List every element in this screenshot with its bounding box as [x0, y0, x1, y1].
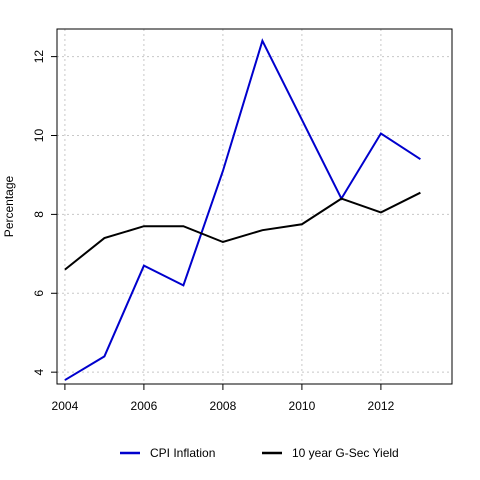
x-tick-label: 2010: [289, 399, 316, 413]
y-tick-label: 6: [32, 290, 46, 297]
legend-item: 10 year G-Sec Yield: [262, 446, 399, 460]
legend-label: 10 year G-Sec Yield: [292, 446, 399, 460]
y-tick-label: 4: [32, 369, 46, 376]
series-line-gsec-yield: [64, 191, 421, 271]
legend-label: CPI Inflation: [150, 446, 215, 460]
x-tick-label: 2012: [368, 399, 395, 413]
x-tick-label: 2008: [210, 399, 237, 413]
legend-item: CPI Inflation: [120, 446, 215, 460]
x-axis: 2004 2006 2008 2010 2012: [52, 384, 395, 413]
legend: CPI Inflation 10 year G-Sec Yield: [120, 446, 399, 460]
y-axis: 4 6 8 10 12: [32, 50, 57, 376]
x-tick-label: 2004: [52, 399, 79, 413]
grid-lines: [57, 29, 452, 384]
plot-frame: [56, 28, 453, 385]
x-tick-label: 2006: [131, 399, 158, 413]
series-lines: [64, 38, 421, 381]
y-tick-label: 8: [32, 211, 46, 218]
y-tick-label: 10: [32, 129, 46, 143]
y-axis-title: Percentage: [2, 175, 16, 237]
y-tick-label: 12: [32, 50, 46, 64]
series-line-cpi-inflation: [64, 38, 421, 381]
